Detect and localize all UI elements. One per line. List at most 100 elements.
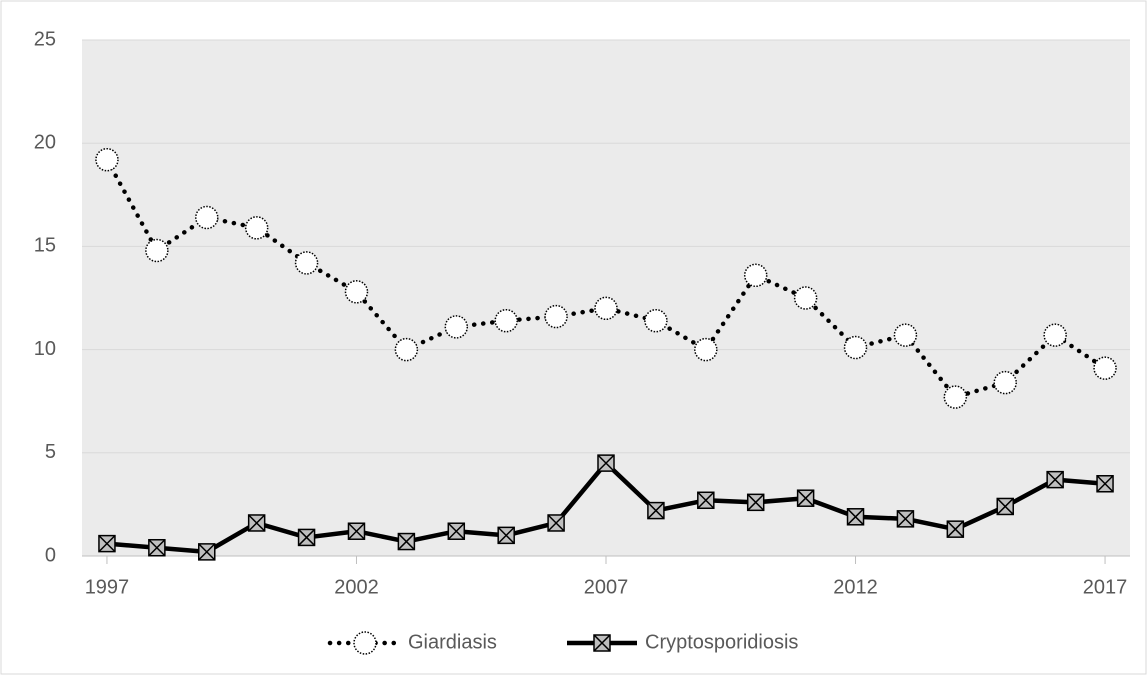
marker bbox=[344, 280, 369, 304]
marker-circle bbox=[793, 286, 818, 310]
marker bbox=[993, 370, 1017, 395]
legend-label: Cryptosporidiosis bbox=[645, 631, 798, 653]
marker-circle bbox=[1093, 356, 1117, 380]
marker bbox=[597, 454, 615, 472]
marker bbox=[846, 508, 865, 526]
marker bbox=[544, 304, 568, 329]
x-tick-label: 2012 bbox=[833, 576, 878, 598]
marker-circle bbox=[1043, 323, 1067, 347]
y-tick-label: 20 bbox=[34, 131, 56, 153]
marker-cross bbox=[248, 514, 266, 532]
marker bbox=[896, 510, 915, 528]
marker-cross bbox=[996, 497, 1014, 515]
marker-cross bbox=[747, 493, 765, 511]
marker bbox=[145, 238, 169, 263]
marker bbox=[594, 296, 618, 321]
marker bbox=[843, 335, 868, 360]
marker bbox=[294, 251, 319, 275]
marker bbox=[547, 514, 565, 532]
marker-cross bbox=[597, 454, 615, 472]
marker-circle bbox=[843, 335, 868, 360]
marker bbox=[244, 216, 269, 240]
marker-circle bbox=[394, 337, 419, 362]
legend-label: Giardiasis bbox=[408, 631, 497, 653]
marker-cross bbox=[896, 510, 914, 528]
marker-circle bbox=[594, 296, 618, 321]
marker bbox=[353, 631, 377, 655]
marker bbox=[1096, 475, 1114, 493]
marker-circle bbox=[694, 337, 718, 362]
marker-circle bbox=[644, 308, 668, 333]
marker-circle bbox=[95, 147, 119, 172]
marker bbox=[397, 532, 416, 551]
x-tick-label: 2002 bbox=[334, 576, 379, 598]
marker-cross bbox=[593, 634, 611, 652]
marker bbox=[996, 497, 1014, 516]
marker bbox=[893, 323, 918, 347]
marker bbox=[697, 491, 715, 510]
marker bbox=[593, 634, 611, 652]
series-line bbox=[104, 157, 1108, 400]
marker-cross bbox=[198, 543, 216, 561]
marker-circle bbox=[294, 251, 319, 275]
marker-cross bbox=[98, 535, 116, 553]
marker-circle bbox=[743, 263, 768, 288]
marker bbox=[447, 522, 466, 540]
marker bbox=[195, 205, 219, 230]
marker-cross bbox=[946, 520, 964, 538]
marker bbox=[746, 493, 765, 512]
y-tick-label: 25 bbox=[34, 28, 56, 50]
marker-circle bbox=[145, 238, 169, 263]
marker-circle bbox=[544, 304, 568, 329]
y-tick-label: 0 bbox=[45, 544, 56, 566]
marker bbox=[796, 489, 815, 507]
marker-circle bbox=[893, 323, 918, 347]
x-tick-label: 2007 bbox=[584, 576, 629, 598]
marker bbox=[647, 501, 665, 520]
marker bbox=[394, 337, 419, 362]
marker bbox=[444, 315, 469, 339]
marker bbox=[148, 538, 166, 557]
marker bbox=[198, 543, 216, 561]
marker-circle bbox=[353, 631, 377, 655]
marker bbox=[95, 147, 119, 172]
marker-cross bbox=[397, 533, 415, 551]
marker-cross bbox=[647, 502, 665, 520]
marker-cross bbox=[148, 539, 166, 557]
marker bbox=[644, 308, 668, 333]
marker-cross bbox=[347, 522, 366, 540]
marker-circle bbox=[344, 280, 369, 304]
marker bbox=[497, 526, 515, 545]
marker-cross bbox=[697, 491, 715, 509]
marker bbox=[1043, 323, 1067, 347]
marker-cross bbox=[497, 526, 515, 544]
marker bbox=[247, 514, 266, 532]
marker bbox=[494, 308, 518, 333]
marker-cross bbox=[547, 514, 565, 532]
marker-cross bbox=[797, 489, 815, 507]
marker bbox=[98, 534, 116, 553]
marker-cross bbox=[846, 508, 865, 526]
y-tick-label: 15 bbox=[34, 235, 56, 257]
marker-cross bbox=[298, 528, 316, 546]
marker bbox=[1093, 356, 1117, 380]
marker-cross bbox=[1046, 471, 1064, 489]
marker bbox=[694, 337, 718, 362]
marker-circle bbox=[195, 205, 219, 230]
marker bbox=[1046, 470, 1064, 489]
y-tick-label: 10 bbox=[34, 338, 56, 360]
marker bbox=[793, 286, 818, 310]
marker-cross bbox=[447, 522, 465, 540]
x-tick-label: 1997 bbox=[85, 576, 130, 598]
marker-circle bbox=[444, 315, 469, 339]
marker bbox=[347, 522, 366, 540]
marker bbox=[943, 385, 968, 409]
marker-cross bbox=[1096, 475, 1114, 493]
marker bbox=[743, 263, 768, 288]
marker bbox=[297, 528, 316, 547]
marker bbox=[946, 520, 965, 538]
x-tick-label: 2017 bbox=[1083, 576, 1128, 598]
marker-circle bbox=[993, 370, 1017, 395]
